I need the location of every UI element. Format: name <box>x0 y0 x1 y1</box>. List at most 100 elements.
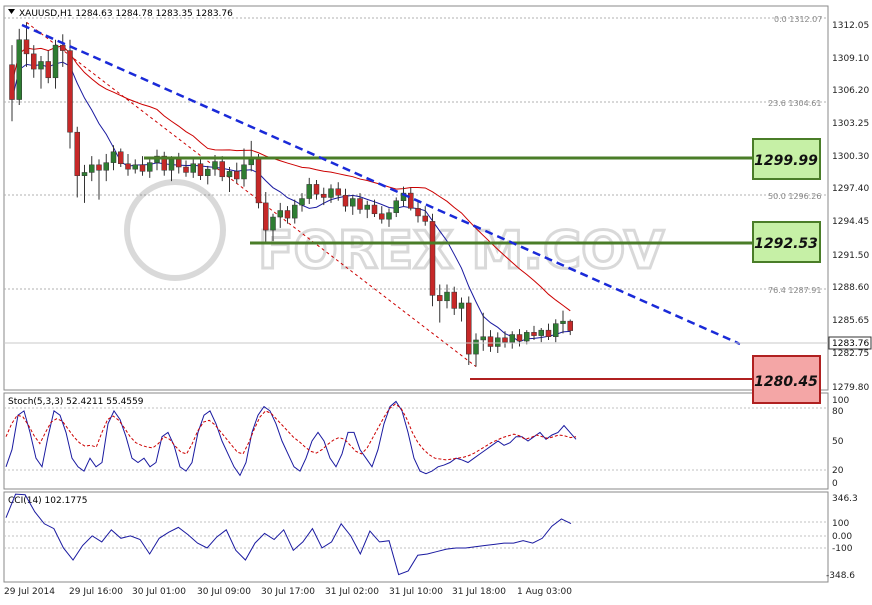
candle-bear <box>60 44 66 51</box>
candle-bear <box>371 204 378 215</box>
candle-bull <box>103 162 109 171</box>
symbol-ohlc: XAUUSD,H1 1284.63 1284.78 1283.35 1283.7… <box>19 9 233 19</box>
candle-bear <box>118 151 124 164</box>
candle-bear <box>67 50 73 133</box>
candle-bear <box>408 192 414 209</box>
candle-bull <box>241 164 247 180</box>
price-tick-label: 1285.65 <box>832 316 869 326</box>
watermark: FOREX M.COV <box>124 179 666 283</box>
candle-bear <box>219 161 225 178</box>
candle-bull <box>509 334 515 343</box>
candle-bull <box>553 323 559 337</box>
time-label: 1 Aug 03:00 <box>517 587 572 597</box>
price-tick-label: 1282.75 <box>832 349 869 359</box>
candle-bull <box>364 204 370 210</box>
stoch-tick: 50 <box>832 437 844 447</box>
red-dashed-diagonal <box>26 21 477 368</box>
level-value: 1299.99 <box>754 153 818 169</box>
candle-bear <box>357 198 363 210</box>
candle-bull <box>132 164 138 170</box>
candle-bear <box>284 210 291 219</box>
cci-panel-frame <box>3 491 829 583</box>
candle-bull <box>328 188 334 198</box>
price-tick-label: 1312.05 <box>832 21 869 31</box>
candle-bear <box>255 159 262 204</box>
resistance-badge-upper: 1299.99 <box>752 138 821 180</box>
candle-bear <box>321 193 327 198</box>
price-tick-label: 1279.80 <box>832 383 869 393</box>
candle-bear <box>161 155 167 171</box>
watermark-logo <box>124 179 226 281</box>
ma-red-line <box>11 45 571 312</box>
candle-bear <box>31 53 37 70</box>
candle-bull <box>538 329 544 336</box>
time-label: 31 Jul 18:00 <box>452 587 506 597</box>
candle-bear <box>96 164 102 171</box>
time-label: 30 Jul 09:00 <box>197 587 251 597</box>
candle-bull <box>205 168 211 176</box>
candle-bear <box>74 131 80 176</box>
candle-bull <box>350 198 356 207</box>
cci-tick: 100 <box>832 519 849 529</box>
price-tick-label: 1288.60 <box>832 283 869 293</box>
stoch-panel-frame <box>3 392 829 490</box>
price-panel-frame <box>3 5 829 391</box>
candle-bear <box>451 291 457 309</box>
price-axis: 1312.05 1309.10 1306.20 1303.25 1300.30 … <box>832 21 869 393</box>
cci-line <box>5 493 572 576</box>
time-label: 29 Jul 2014 <box>4 587 55 597</box>
candle-bull <box>81 172 88 176</box>
dropdown-triangle-icon <box>8 9 15 14</box>
support-badge: 1280.45 <box>752 355 821 404</box>
cci-tick: 0.00 <box>832 532 852 542</box>
time-axis: 29 Jul 2014 29 Jul 16:00 30 Jul 01:00 30… <box>4 587 572 597</box>
candle-bear <box>197 163 204 176</box>
stoch-main-line <box>5 400 577 477</box>
ma-blue-line <box>11 61 571 343</box>
stoch-tick: 80 <box>832 407 844 417</box>
stoch-signal-line <box>5 403 577 461</box>
cci-panel: CCI(14) 102.1775 346.3 100 0.00 -100 -34… <box>4 494 858 581</box>
level-value: 1292.53 <box>754 236 818 252</box>
fib-label: 0.0 1312.07 <box>774 15 822 24</box>
fibonacci-levels: 0.0 1312.07 23.6 1304.61 50.0 1296.26 76… <box>4 15 828 295</box>
candle-bear <box>183 166 189 173</box>
candle-bear <box>176 159 182 168</box>
candle-bull <box>292 204 298 219</box>
stoch-title: Stoch(5,3,3) 52.4211 55.4559 <box>8 397 144 407</box>
stoch-tick: 20 <box>832 466 844 476</box>
time-label: 30 Jul 17:00 <box>261 587 315 597</box>
candle-bear <box>531 332 537 336</box>
candle-bull <box>306 184 312 199</box>
candle-bear <box>429 221 436 296</box>
candle-bear <box>342 195 349 207</box>
candle-bull <box>52 44 59 79</box>
candles <box>9 22 573 367</box>
candle-bear <box>422 215 428 222</box>
candle-bear <box>545 329 552 337</box>
candle-bull <box>38 61 44 70</box>
candle-bull <box>270 216 276 231</box>
candle-bear <box>516 334 523 342</box>
current-price-value: 1283.76 <box>832 339 869 349</box>
watermark-text: FOREX M.COV <box>258 221 664 281</box>
candle-bull <box>444 291 450 302</box>
stoch-tick: 100 <box>832 396 849 406</box>
time-label: 31 Jul 10:00 <box>389 587 443 597</box>
time-label: 31 Jul 02:00 <box>325 587 379 597</box>
current-price-box <box>828 336 872 350</box>
price-tick-label: 1309.10 <box>832 54 869 64</box>
candle-bear <box>23 39 30 55</box>
cci-series-line <box>5 493 572 576</box>
price-tick-label: 1297.40 <box>832 184 869 194</box>
moving-averages <box>11 45 571 343</box>
candle-bear <box>437 295 443 302</box>
candle-bull <box>16 39 22 100</box>
level-value: 1280.45 <box>754 374 818 390</box>
candle-bull <box>458 302 465 309</box>
cci-tick: -100 <box>832 544 853 554</box>
price-tick-label: 1300.30 <box>832 152 869 162</box>
candle-bull <box>386 212 392 220</box>
fib-label: 76.4 1287.91 <box>768 286 821 295</box>
